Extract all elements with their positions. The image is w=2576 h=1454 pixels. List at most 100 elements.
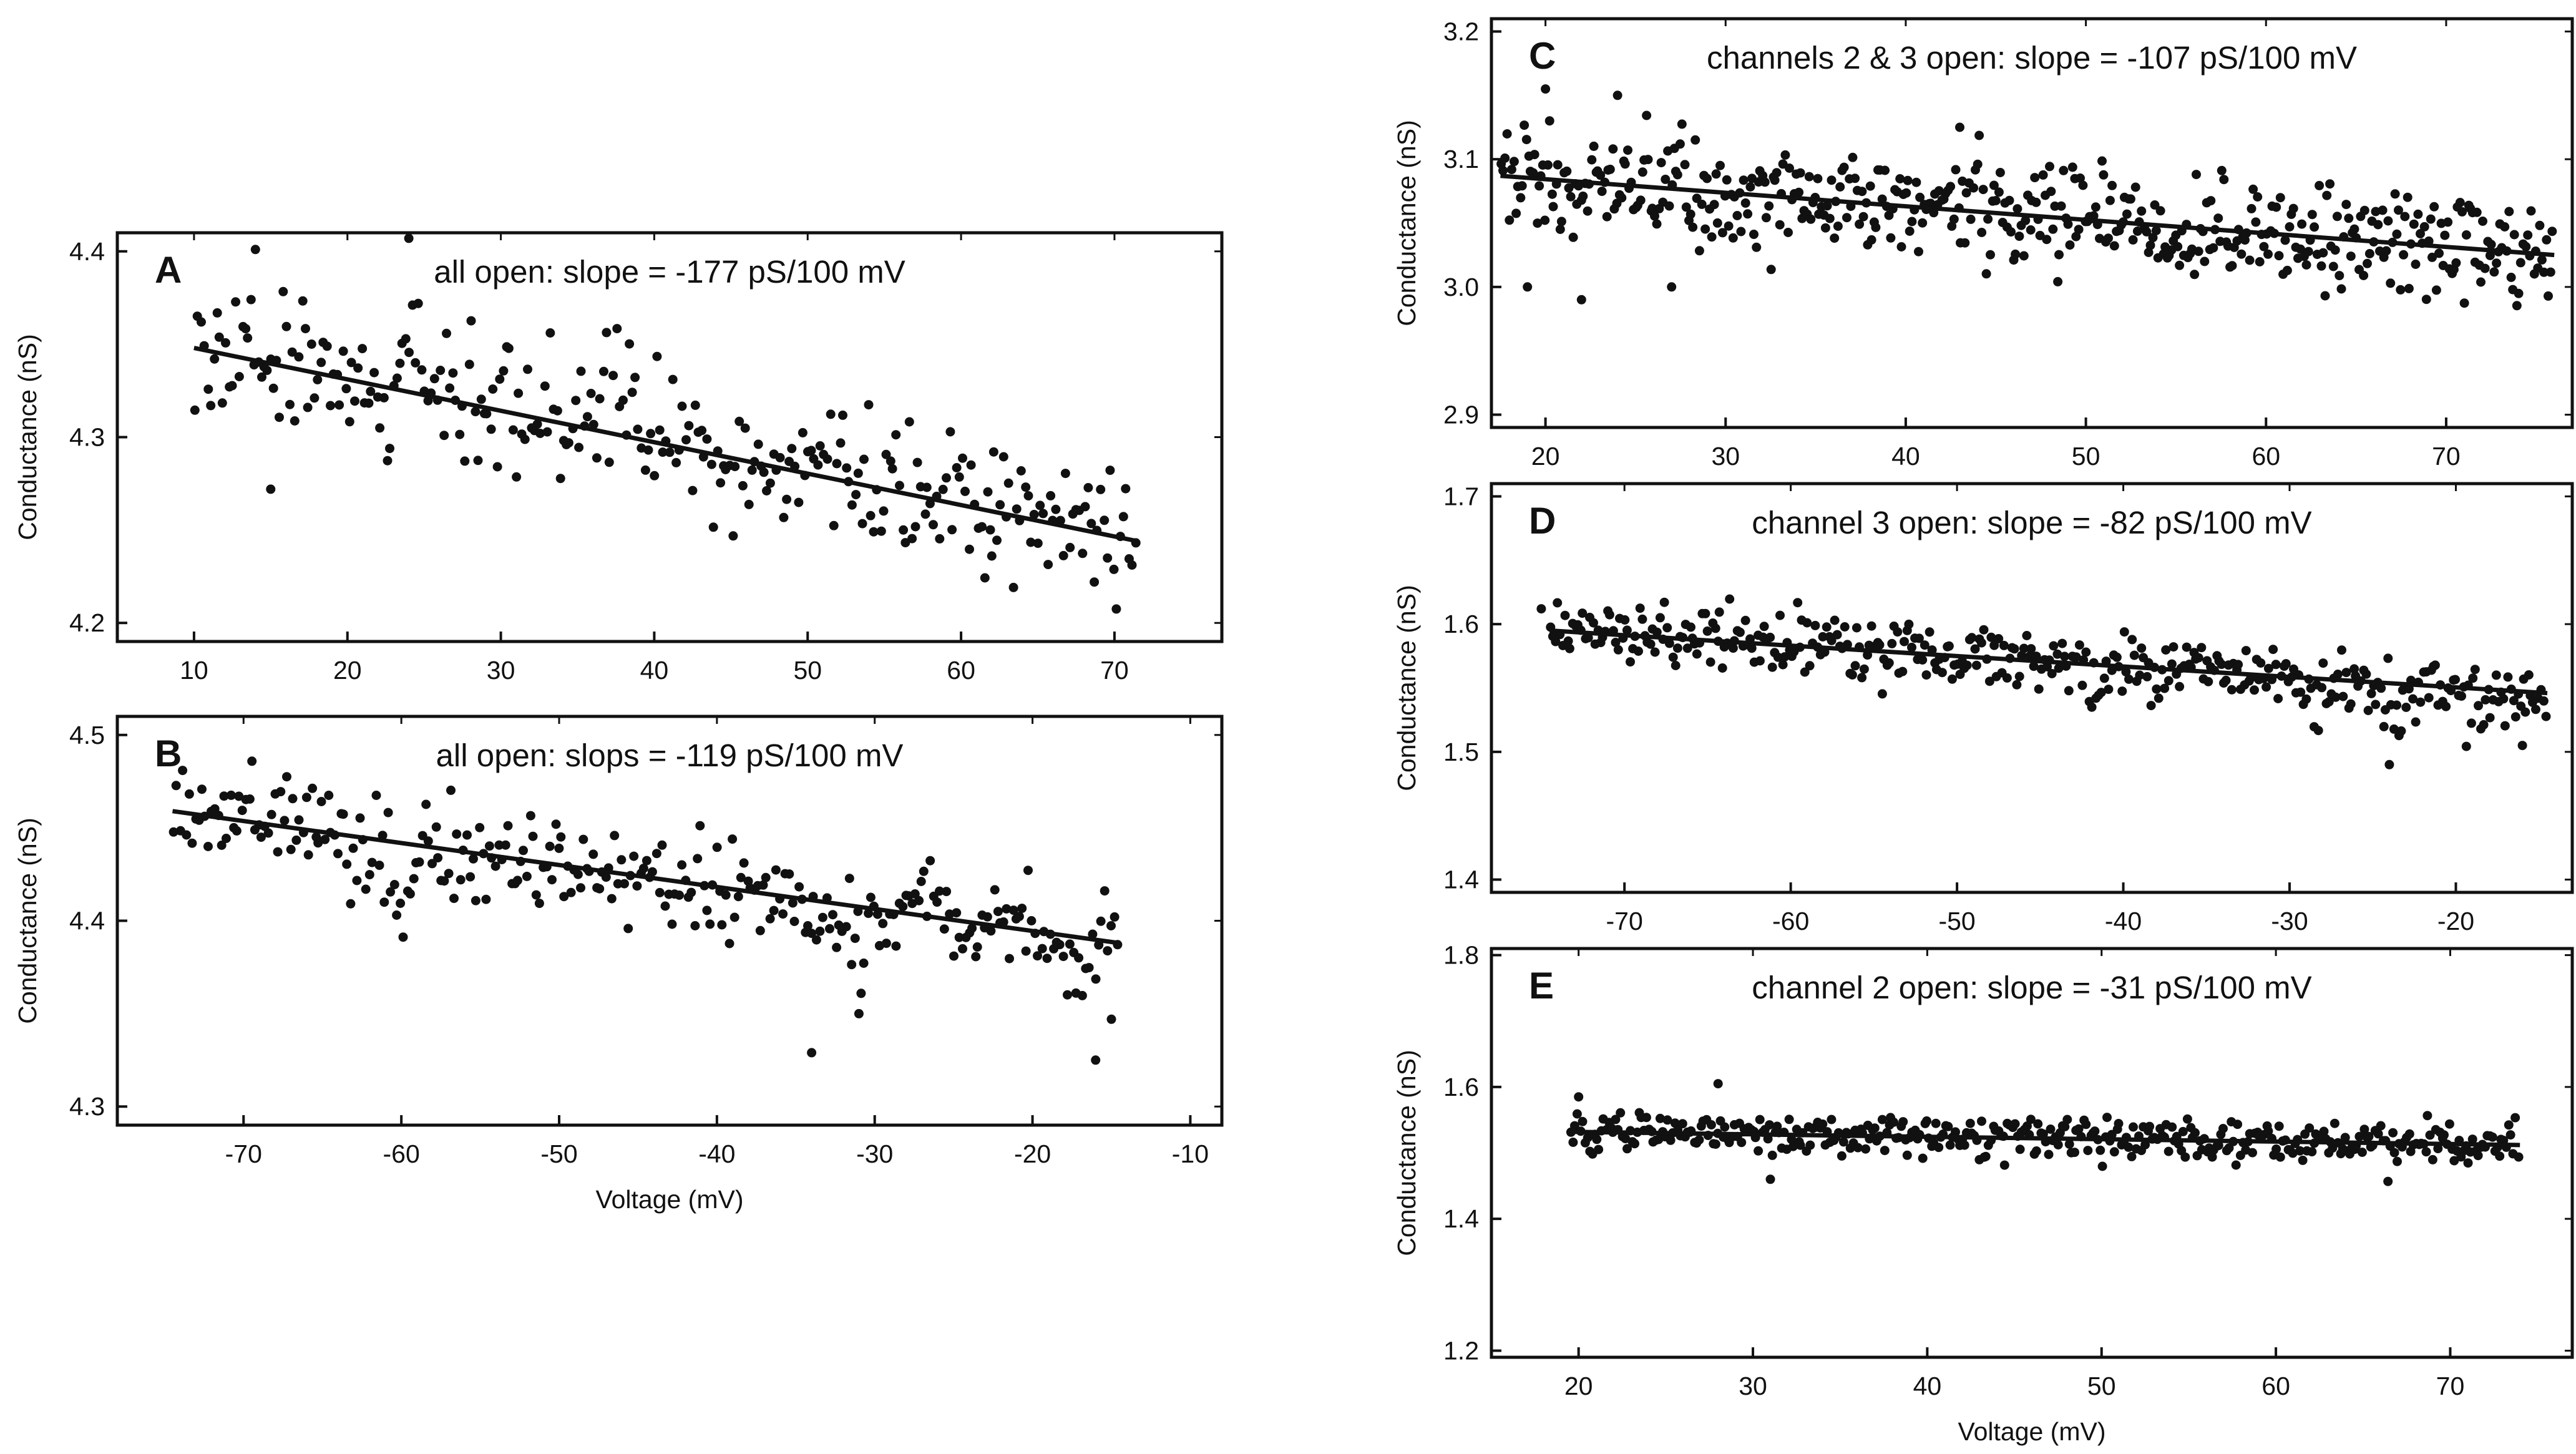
data-point [2192,170,2201,180]
data-point [1999,640,2009,650]
data-point [738,481,748,490]
data-point [217,841,227,850]
x-tick-label: 70 [2432,442,2461,471]
data-point [2180,1152,2190,1162]
data-point [2217,660,2227,670]
panel-label: E [1529,965,1554,1007]
data-point [832,942,842,952]
data-point [1707,232,1717,242]
data-point [2411,717,2421,727]
data-point [854,1008,864,1018]
data-point [234,791,244,801]
data-point [528,831,538,841]
data-point [2359,205,2369,215]
data-point [939,924,949,934]
data-point [2081,1120,2091,1130]
data-point [247,756,257,766]
data-point [1852,623,1861,633]
data-point [2122,209,2132,219]
data-point [2274,251,2284,261]
data-point [344,417,354,427]
data-point [2009,644,2019,654]
data-point [547,875,557,885]
data-point [592,453,602,463]
data-point [2109,1147,2119,1157]
data-point [243,333,253,343]
data-point [2046,187,2056,197]
data-point [1966,214,1976,224]
data-point [2334,271,2344,281]
data-point [1675,139,1685,149]
data-point [206,401,216,411]
data-point [2509,696,2519,706]
data-point [612,324,622,334]
data-point [379,393,389,403]
x-tick-label: 30 [1739,1372,1767,1400]
data-point [2349,224,2359,234]
data-point [595,394,605,404]
data-point [2137,206,2147,216]
data-point [1877,1115,1887,1125]
data-point [2190,1128,2200,1138]
data-point [523,364,532,374]
data-point [1694,246,1704,256]
data-point [1710,623,1720,633]
data-point [1840,622,1850,632]
data-point [935,534,945,544]
data-point [464,359,474,369]
data-point [525,811,535,821]
data-point [1880,165,1890,175]
data-point [2476,277,2486,287]
data-point [912,457,922,467]
data-point [2127,635,2137,645]
data-point [1564,643,1574,653]
data-point [1611,638,1621,647]
data-point [2144,248,2154,257]
data-point [1722,175,1732,185]
data-point [1682,643,1692,653]
data-point [2451,258,2461,268]
data-point [383,808,393,817]
data-point [778,909,788,919]
data-point [2004,195,2014,205]
data-point [1810,620,1820,630]
data-point [303,850,313,860]
data-point [1949,214,1959,224]
data-point [1702,626,1712,636]
data-point [2427,1154,2437,1164]
data-point [1785,163,1794,173]
data-point [2383,216,2393,226]
data-point [404,233,414,243]
data-point [2282,265,2292,275]
data-point [386,887,396,897]
data-point [2053,1140,2063,1149]
data-point [2030,173,2040,183]
data-point [2523,230,2533,240]
data-point [2301,260,2311,270]
data-point [1728,233,1738,243]
data-point [904,417,914,427]
data-point [1871,222,1881,232]
data-point [2083,1146,2093,1156]
data-point [972,942,982,952]
data-point [1664,201,1674,211]
data-point [1994,634,2004,643]
data-point [1947,674,1957,684]
data-point [788,898,798,908]
data-point [2419,222,2429,232]
data-point [2427,252,2437,262]
data-point [1981,1151,1991,1161]
data-point [342,859,352,869]
data-point [1743,209,1753,219]
data-point [2384,759,2394,769]
x-axis-title: Voltage (mV) [596,1185,744,1214]
data-point [1793,598,1803,608]
data-point [2155,206,2165,216]
data-point [2077,680,2087,690]
data-point [566,887,576,897]
data-point [1622,1144,1632,1154]
data-point [2026,1115,2036,1125]
data-point [2295,1146,2305,1156]
data-point [2193,246,2203,256]
data-point [652,351,662,361]
